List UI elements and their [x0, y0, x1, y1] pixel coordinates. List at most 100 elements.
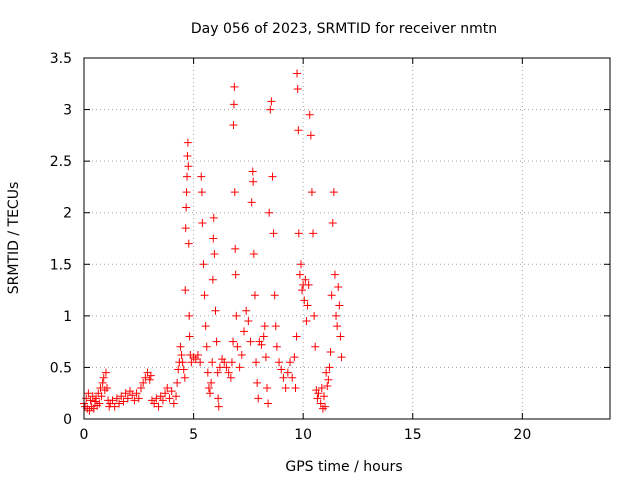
data-point	[230, 82, 239, 91]
data-point	[185, 332, 194, 341]
data-point	[310, 311, 319, 320]
data-point	[199, 260, 208, 269]
x-axis-label: GPS time / hours	[285, 459, 402, 475]
data-point	[152, 394, 161, 403]
data-point	[98, 378, 107, 387]
data-point	[314, 389, 323, 398]
x-tick-label: 15	[404, 427, 422, 443]
data-point	[214, 402, 223, 411]
data-point	[253, 378, 262, 387]
data-point	[181, 286, 190, 295]
data-point	[173, 378, 182, 387]
data-point	[183, 172, 192, 181]
data-point	[150, 399, 159, 408]
data-point	[200, 291, 209, 300]
data-point	[235, 363, 244, 372]
data-point	[180, 373, 189, 382]
data-point	[85, 406, 94, 415]
data-point	[305, 110, 314, 119]
data-point	[178, 358, 187, 367]
data-point	[208, 275, 217, 284]
data-point	[146, 371, 155, 380]
data-point	[283, 368, 292, 377]
data-point	[84, 389, 93, 398]
data-point	[209, 213, 218, 222]
data-point	[242, 306, 251, 315]
data-point	[213, 368, 222, 377]
data-point	[112, 394, 121, 403]
data-point	[293, 84, 302, 93]
data-point	[198, 219, 207, 228]
data-point	[220, 358, 229, 367]
data-point	[95, 399, 104, 408]
data-point	[186, 351, 195, 360]
data-point	[266, 105, 275, 114]
data-point	[268, 172, 277, 181]
data-point	[141, 373, 150, 382]
data-point	[323, 381, 332, 390]
data-point	[139, 378, 148, 387]
y-tick-label: 2	[63, 206, 72, 222]
data-point	[328, 219, 337, 228]
data-point	[197, 188, 206, 197]
data-point	[123, 394, 132, 403]
data-point	[270, 291, 279, 300]
data-point	[204, 384, 213, 393]
y-tick-label: 0.5	[50, 360, 72, 376]
data-point	[271, 322, 280, 331]
data-point	[337, 353, 346, 362]
data-point	[230, 188, 239, 197]
data-point	[317, 384, 326, 393]
data-point	[154, 402, 163, 411]
data-point	[210, 249, 219, 258]
data-point	[130, 396, 139, 405]
data-point	[126, 387, 135, 396]
data-point	[244, 317, 253, 326]
data-point	[169, 399, 178, 408]
data-point	[303, 301, 312, 310]
data-point	[134, 394, 143, 403]
data-point	[229, 100, 238, 109]
data-point	[333, 322, 342, 331]
y-axis-label: SRMTID / TECUs	[6, 182, 22, 295]
data-point	[298, 286, 307, 295]
data-point	[309, 229, 318, 238]
data-point	[306, 131, 315, 140]
data-point	[319, 392, 328, 401]
data-point	[263, 384, 272, 393]
data-point	[288, 373, 297, 382]
data-point	[295, 270, 304, 279]
data-point	[191, 355, 200, 364]
data-point	[286, 358, 295, 367]
data-point	[257, 340, 266, 349]
data-point	[246, 337, 255, 346]
data-point	[88, 392, 97, 401]
data-point	[294, 229, 303, 238]
data-point	[249, 177, 258, 186]
data-point	[209, 234, 218, 243]
data-point	[97, 392, 106, 401]
data-point	[117, 392, 126, 401]
data-point	[182, 203, 191, 212]
x-tick-label: 5	[189, 427, 198, 443]
data-point	[119, 397, 128, 406]
data-point	[187, 358, 196, 367]
data-point	[313, 394, 322, 403]
data-point	[197, 172, 206, 181]
data-point	[229, 121, 238, 130]
x-tick-label: 10	[294, 427, 312, 443]
data-point	[296, 260, 305, 269]
data-point	[237, 351, 246, 360]
data-point	[103, 384, 112, 393]
x-tick-label: 0	[80, 427, 89, 443]
data-point	[212, 337, 221, 346]
x-tick-label: 20	[513, 427, 531, 443]
data-point	[99, 373, 108, 382]
data-point	[321, 402, 330, 411]
data-point	[92, 394, 101, 403]
y-tick-label: 1	[63, 309, 72, 325]
data-point	[254, 394, 263, 403]
data-point	[335, 301, 344, 310]
axis-ticks: 0 5 10 15 20 0 0.5 1 1.5 2 2.5 3 3.5	[50, 51, 610, 443]
